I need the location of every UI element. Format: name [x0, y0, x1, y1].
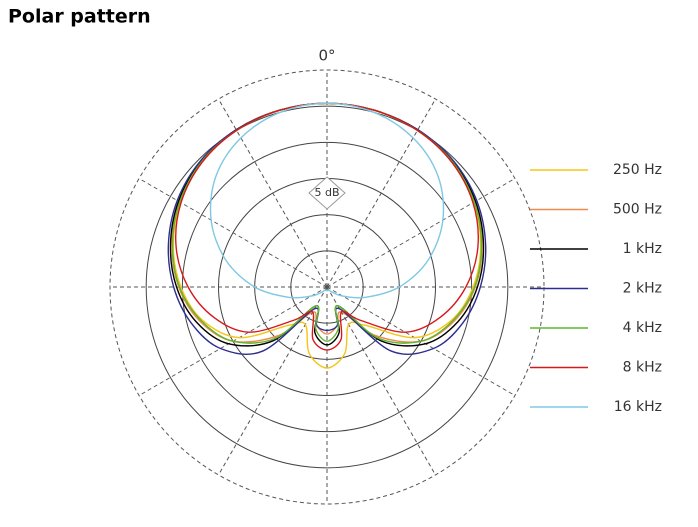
grid-spoke: [218, 98, 328, 288]
grid-spoke: [326, 178, 516, 288]
grid-ring: [145, 105, 509, 469]
angle-label: 0°: [318, 47, 335, 65]
pattern-line: [175, 102, 479, 351]
legend-label: 2 kHz: [623, 281, 662, 297]
pattern-line: [209, 102, 445, 299]
pattern-line: [169, 102, 485, 347]
scale-marker: [308, 176, 346, 210]
chart-title: Polar pattern: [8, 6, 151, 28]
legend-label: 1 kHz: [623, 241, 662, 257]
pattern-line: [171, 102, 483, 344]
outer-ring: [109, 69, 545, 505]
pattern-line: [167, 102, 487, 355]
legend-label: 250 Hz: [613, 162, 662, 178]
grid-spoke: [138, 178, 328, 288]
legend-label: 8 kHz: [623, 360, 662, 376]
grid-spoke: [218, 286, 328, 476]
grid-spoke: [326, 98, 436, 288]
grid-spoke: [326, 286, 436, 476]
pattern-line: [171, 102, 483, 343]
grid-ring: [181, 141, 473, 433]
legend-label: 4 kHz: [623, 320, 662, 336]
legend-label: 16 kHz: [614, 399, 662, 415]
legend-label: 500 Hz: [613, 202, 662, 218]
scale-label: 5 dB: [314, 186, 339, 199]
